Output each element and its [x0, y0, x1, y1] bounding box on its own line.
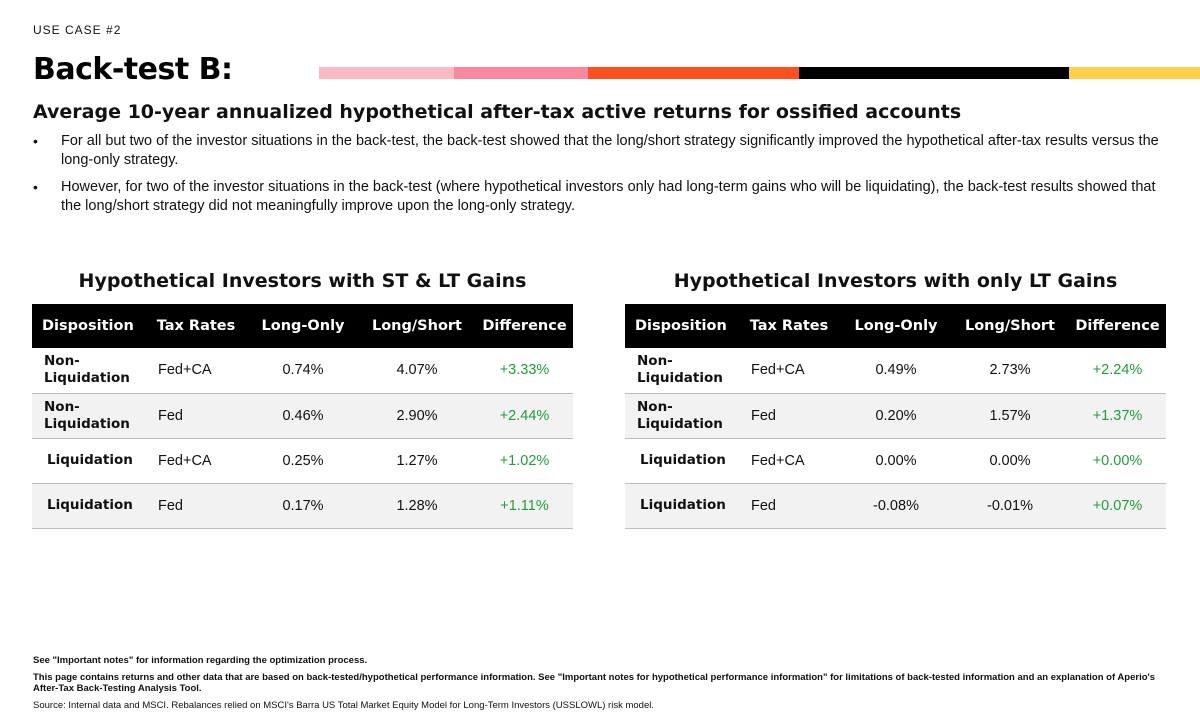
- cell-long-only: 0.17%: [248, 483, 358, 528]
- results-table: Disposition Tax Rates Long-Only Long/Sho…: [32, 304, 573, 529]
- bullet-item: • For all but two of the investor situat…: [33, 132, 1163, 170]
- table-row: Non- Liquidation Fed+CA 0.74% 4.07% +3.33…: [32, 348, 573, 393]
- table-title: Hypothetical Investors with only LT Gain…: [625, 268, 1166, 300]
- cell-tax-rates: Fed+CA: [144, 348, 248, 393]
- cell-difference: +2.24%: [1069, 348, 1166, 393]
- cell-long-short: 1.28%: [358, 483, 476, 528]
- cell-tax-rates: Fed: [144, 393, 248, 438]
- cell-disposition: Liquidation: [625, 483, 737, 528]
- cell-tax-rates: Fed: [737, 483, 841, 528]
- cell-tax-rates: Fed+CA: [144, 438, 248, 483]
- footnote-source: Source: Internal data and MSCI. Rebalanc…: [33, 700, 1173, 711]
- cell-difference: +1.11%: [476, 483, 573, 528]
- cell-long-only: 0.25%: [248, 438, 358, 483]
- cell-long-only: 0.00%: [841, 438, 951, 483]
- eyebrow-label: USE CASE #2: [33, 23, 121, 37]
- cell-long-only: -0.08%: [841, 483, 951, 528]
- column-header-disposition: Disposition: [32, 304, 144, 348]
- cell-long-short: -0.01%: [951, 483, 1069, 528]
- column-header-tax-rates: Tax Rates: [737, 304, 841, 348]
- cell-difference: +0.00%: [1069, 438, 1166, 483]
- column-header-difference: Difference: [476, 304, 573, 348]
- table-header-row: Disposition Tax Rates Long-Only Long/Sho…: [625, 304, 1166, 348]
- cell-long-short: 1.57%: [951, 393, 1069, 438]
- cell-tax-rates: Fed: [737, 393, 841, 438]
- cell-long-short: 1.27%: [358, 438, 476, 483]
- table-row: Non- Liquidation Fed+CA 0.49% 2.73% +2.24…: [625, 348, 1166, 393]
- column-header-difference: Difference: [1069, 304, 1166, 348]
- cell-difference: +1.37%: [1069, 393, 1166, 438]
- table-title: Hypothetical Investors with ST & LT Gain…: [32, 268, 573, 300]
- bullet-text: However, for two of the investor situati…: [61, 179, 1156, 214]
- cell-long-short: 2.90%: [358, 393, 476, 438]
- bullet-dot-icon: •: [33, 178, 38, 197]
- cell-tax-rates: Fed+CA: [737, 348, 841, 393]
- cell-disposition: Non- Liquidation: [32, 348, 144, 393]
- bullet-item: • However, for two of the investor situa…: [33, 178, 1163, 216]
- table-lt-gains-only: Hypothetical Investors with only LT Gain…: [625, 268, 1166, 529]
- cell-long-only: 0.46%: [248, 393, 358, 438]
- footnote-hypothetical: This page contains returns and other dat…: [33, 672, 1173, 694]
- cell-difference: +0.07%: [1069, 483, 1166, 528]
- column-header-tax-rates: Tax Rates: [144, 304, 248, 348]
- stripe-segment-orange: [588, 67, 799, 79]
- cell-long-short: 4.07%: [358, 348, 476, 393]
- column-header-disposition: Disposition: [625, 304, 737, 348]
- page-subtitle: Average 10-year annualized hypothetical …: [33, 101, 961, 123]
- color-stripe: [319, 67, 1200, 79]
- table-row: Liquidation Fed -0.08% -0.01% +0.07%: [625, 483, 1166, 528]
- cell-disposition: Non- Liquidation: [625, 393, 737, 438]
- cell-tax-rates: Fed+CA: [737, 438, 841, 483]
- table-header-row: Disposition Tax Rates Long-Only Long/Sho…: [32, 304, 573, 348]
- column-header-long-only: Long-Only: [841, 304, 951, 348]
- cell-long-only: 0.20%: [841, 393, 951, 438]
- cell-tax-rates: Fed: [144, 483, 248, 528]
- results-table: Disposition Tax Rates Long-Only Long/Sho…: [625, 304, 1166, 529]
- cell-long-short: 2.73%: [951, 348, 1069, 393]
- cell-long-only: 0.74%: [248, 348, 358, 393]
- cell-disposition: Liquidation: [625, 438, 737, 483]
- column-header-long-only: Long-Only: [248, 304, 358, 348]
- bullet-dot-icon: •: [33, 132, 38, 151]
- column-header-long-short: Long/Short: [358, 304, 476, 348]
- table-row: Non- Liquidation Fed 0.20% 1.57% +1.37%: [625, 393, 1166, 438]
- cell-difference: +2.44%: [476, 393, 573, 438]
- cell-disposition: Non- Liquidation: [625, 348, 737, 393]
- table-row: Liquidation Fed+CA 0.00% 0.00% +0.00%: [625, 438, 1166, 483]
- footnotes: See "Important notes" for information re…: [33, 655, 1173, 717]
- stripe-segment-yellow: [1069, 67, 1200, 79]
- table-row: Liquidation Fed 0.17% 1.28% +1.11%: [32, 483, 573, 528]
- cell-disposition: Non- Liquidation: [32, 393, 144, 438]
- bullet-list: • For all but two of the investor situat…: [33, 132, 1163, 224]
- cell-long-short: 0.00%: [951, 438, 1069, 483]
- cell-disposition: Liquidation: [32, 483, 144, 528]
- cell-long-only: 0.49%: [841, 348, 951, 393]
- bullet-text: For all but two of the investor situatio…: [61, 133, 1159, 168]
- column-header-long-short: Long/Short: [951, 304, 1069, 348]
- table-row: Liquidation Fed+CA 0.25% 1.27% +1.02%: [32, 438, 573, 483]
- page-title: Back-test B:: [33, 52, 233, 87]
- table-row: Non- Liquidation Fed 0.46% 2.90% +2.44%: [32, 393, 573, 438]
- stripe-segment-black: [799, 67, 1069, 79]
- table-st-lt-gains: Hypothetical Investors with ST & LT Gain…: [32, 268, 573, 529]
- cell-disposition: Liquidation: [32, 438, 144, 483]
- stripe-segment-light-pink: [319, 67, 454, 79]
- footnote-important: See "Important notes" for information re…: [33, 655, 1173, 666]
- cell-difference: +1.02%: [476, 438, 573, 483]
- stripe-segment-pink: [454, 67, 588, 79]
- cell-difference: +3.33%: [476, 348, 573, 393]
